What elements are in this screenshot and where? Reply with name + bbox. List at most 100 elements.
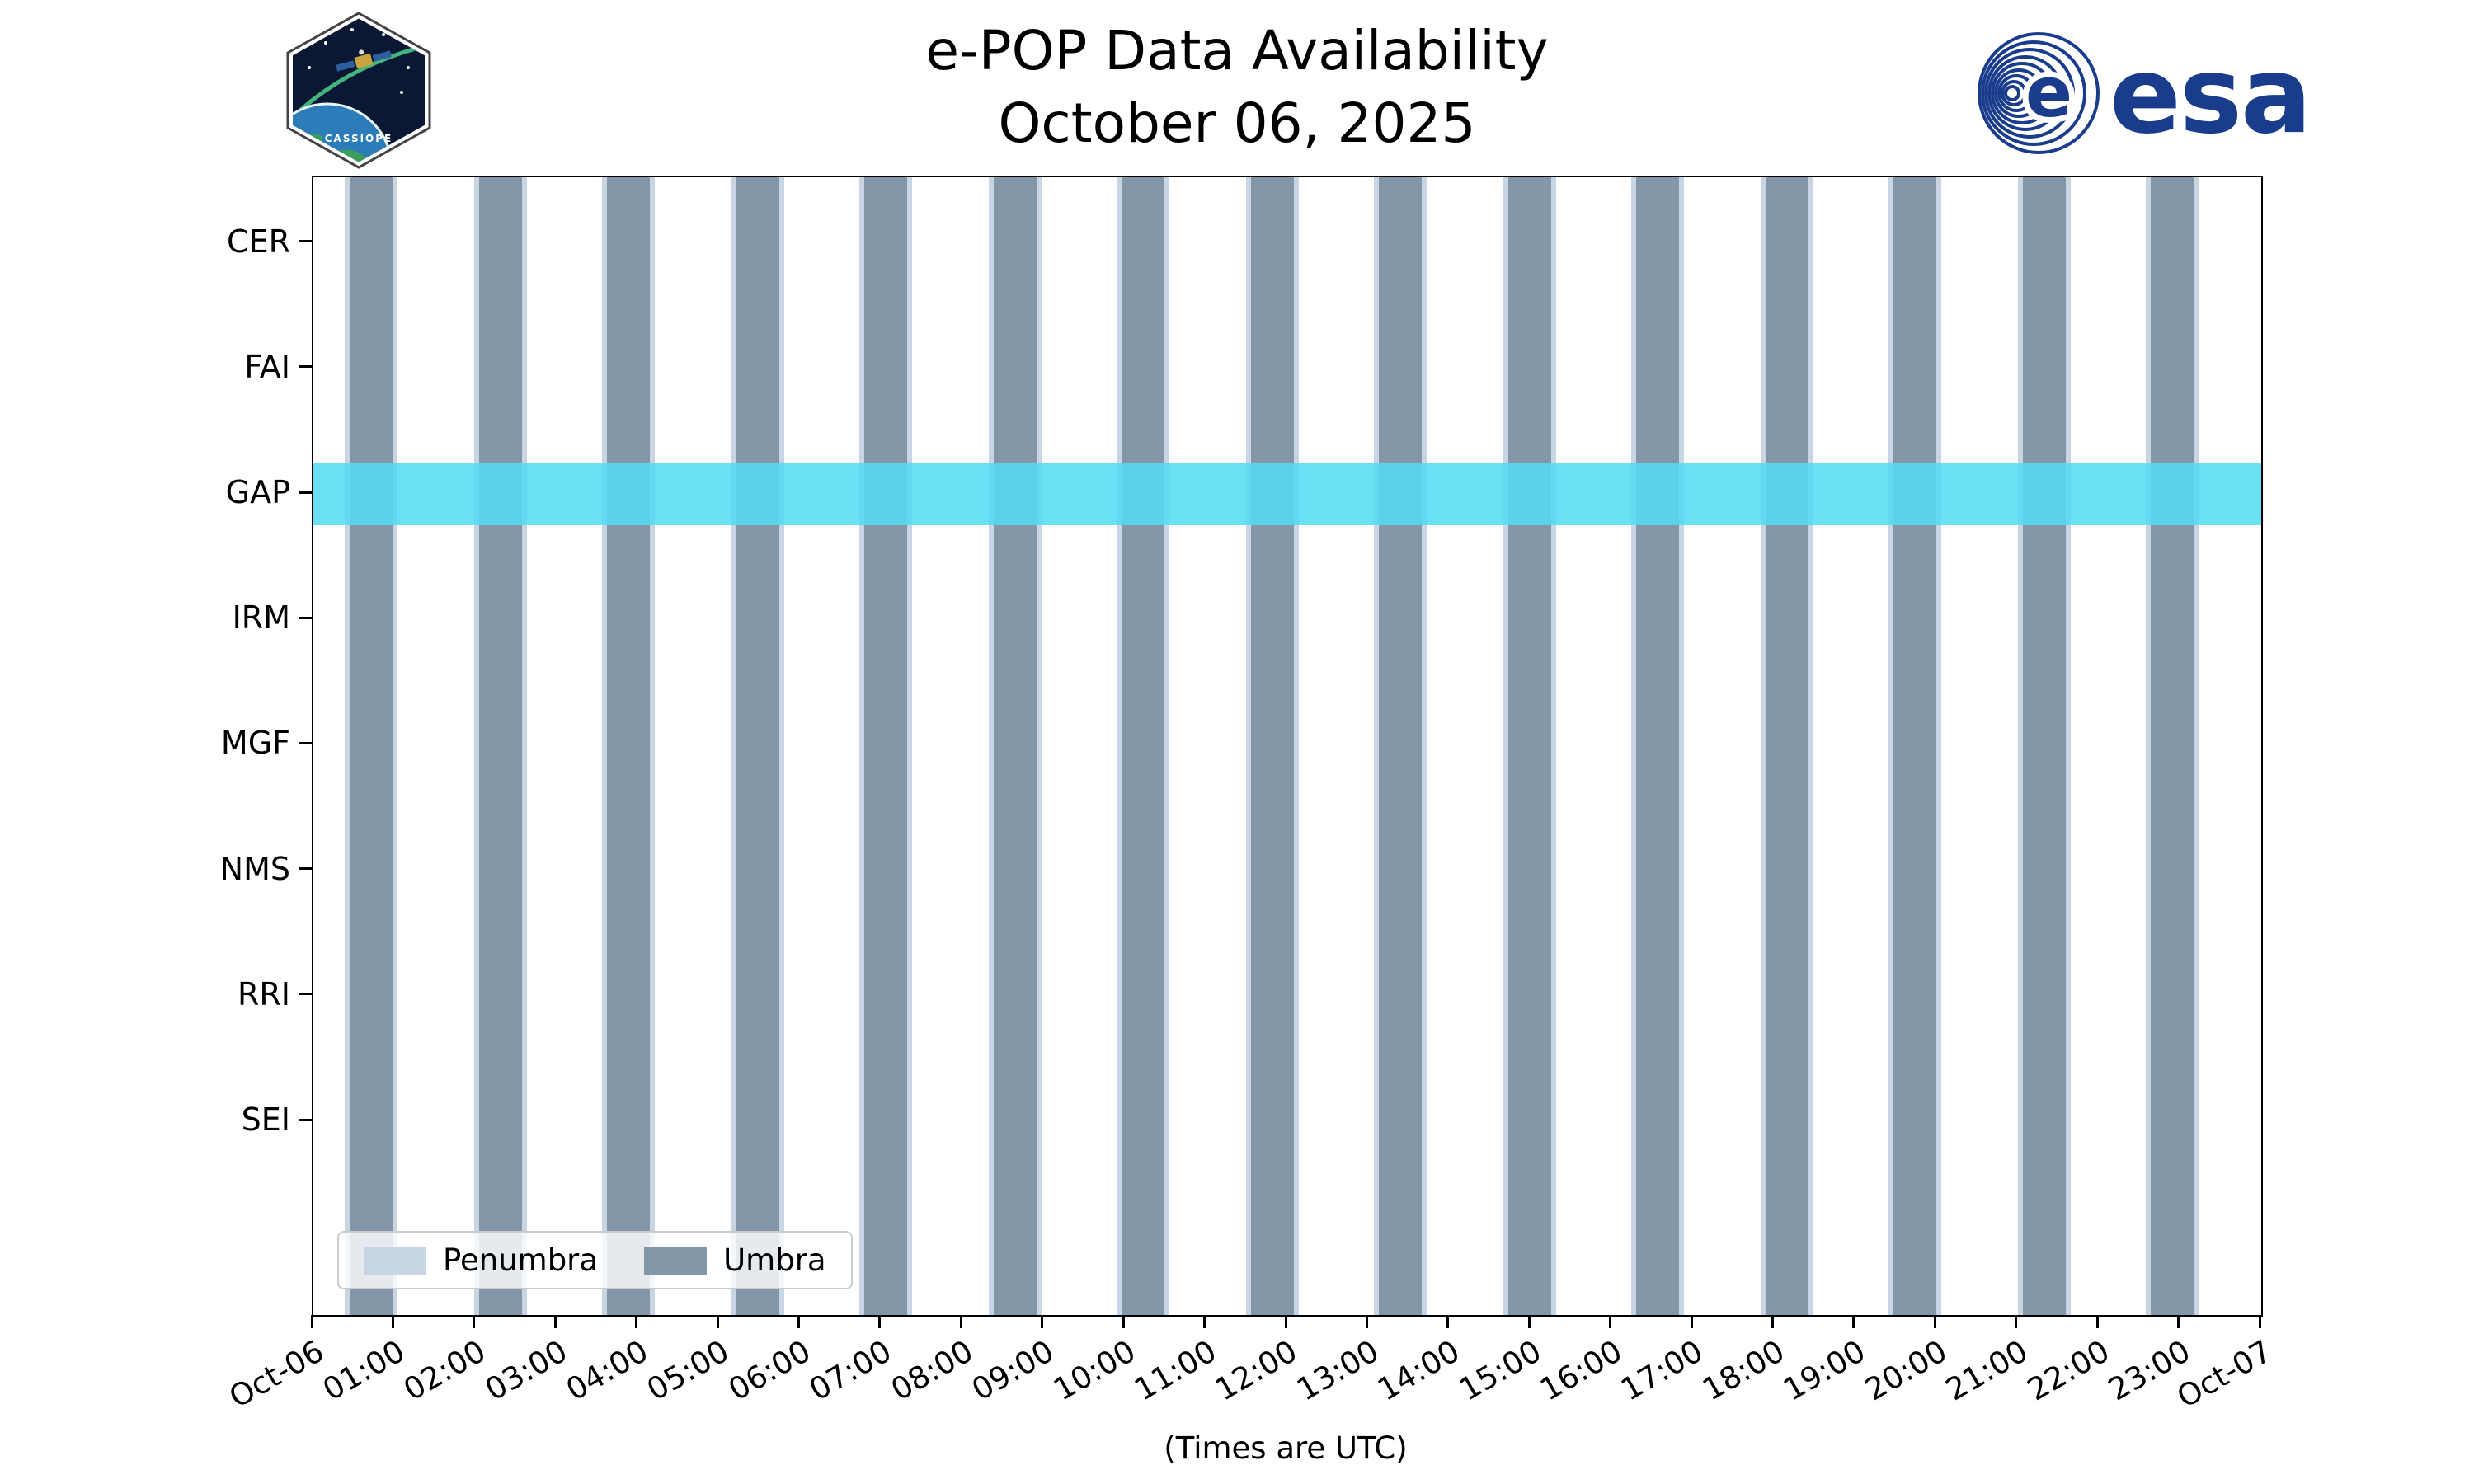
x-tick — [553, 1315, 557, 1328]
chart-title: e-POP Data Availability October 06, 2025 — [0, 15, 2474, 160]
x-tick-label: 18:00 — [1696, 1333, 1790, 1408]
umbra-bar — [736, 177, 779, 1315]
x-tick — [1284, 1315, 1287, 1328]
penumbra-bar — [907, 177, 913, 1315]
y-tick — [299, 741, 312, 744]
esa-globe-e: e — [2025, 52, 2072, 133]
umbra-bar — [607, 177, 651, 1315]
penumbra-bar — [1374, 177, 1380, 1315]
umbra-bar — [1636, 177, 1680, 1315]
cassiope-patch-label: CASSIOPE — [325, 133, 393, 144]
penumbra-bar — [1888, 177, 1894, 1315]
esa-logo: e esa — [1978, 32, 2312, 157]
x-tick — [2015, 1315, 2018, 1328]
legend-label-umbra: Umbra — [723, 1242, 826, 1278]
x-tick — [1852, 1315, 1856, 1328]
umbra-bar — [1765, 177, 1808, 1315]
x-tick — [635, 1315, 638, 1328]
penumbra-bar — [650, 177, 656, 1315]
umbra-bar — [1893, 177, 1937, 1315]
x-tick-label: 06:00 — [722, 1333, 816, 1408]
penumbra-bar — [521, 177, 527, 1315]
umbra-bar — [1507, 177, 1551, 1315]
legend-swatch-umbra — [644, 1246, 708, 1275]
x-tick — [1203, 1315, 1206, 1328]
y-tick — [299, 1118, 312, 1121]
legend-item-umbra: Umbra — [644, 1242, 826, 1278]
cassiope-mission-patch-icon: CASSIOPE — [286, 12, 431, 169]
x-tick-label: Oct-06 — [223, 1333, 330, 1416]
penumbra-bar — [778, 177, 784, 1315]
penumbra-bar — [393, 177, 398, 1315]
x-tick-label: Oct-07 — [2171, 1333, 2278, 1416]
y-tick-label-irm: IRM — [232, 599, 290, 636]
y-tick — [299, 993, 312, 996]
legend: Penumbra Umbra — [337, 1231, 853, 1289]
x-tick-label: 21:00 — [1940, 1333, 2034, 1408]
y-tick-label-rri: RRI — [237, 975, 290, 1012]
x-tick — [2177, 1315, 2180, 1328]
penumbra-bar — [1550, 177, 1556, 1315]
penumbra-bar — [1036, 177, 1042, 1315]
x-tick — [1527, 1315, 1531, 1328]
x-tick — [391, 1315, 394, 1328]
x-tick-label: 04:00 — [560, 1333, 655, 1408]
x-tick-label: 22:00 — [2020, 1333, 2115, 1408]
penumbra-bar — [1293, 177, 1299, 1315]
y-tick-label-sei: SEI — [241, 1101, 290, 1139]
x-tick-label: 02:00 — [397, 1333, 492, 1408]
penumbra-bar — [1631, 177, 1637, 1315]
umbra-bar — [2022, 177, 2066, 1315]
penumbra-bar — [1164, 177, 1170, 1315]
x-tick-label: 15:00 — [1452, 1333, 1547, 1408]
x-tick-label: 12:00 — [1209, 1333, 1304, 1408]
legend-label-penumbra: Penumbra — [443, 1242, 599, 1278]
legend-item-penumbra: Penumbra — [364, 1242, 598, 1278]
x-tick — [1609, 1315, 1612, 1328]
penumbra-bar — [1422, 177, 1427, 1315]
x-tick — [2258, 1315, 2261, 1328]
x-tick-label: 16:00 — [1534, 1333, 1629, 1408]
x-axis-label: (Times are UTC) — [1164, 1430, 1408, 1466]
y-tick-label-cer: CER — [227, 223, 290, 260]
legend-swatch-penumbra — [364, 1246, 426, 1275]
chart-title-line1: e-POP Data Availability — [925, 19, 1549, 82]
y-tick — [299, 240, 312, 243]
x-tick-label: 07:00 — [803, 1333, 898, 1408]
penumbra-bar — [2065, 177, 2071, 1315]
x-tick-label: 10:00 — [1047, 1333, 1141, 1408]
penumbra-bar — [2146, 177, 2152, 1315]
penumbra-bar — [602, 177, 608, 1315]
x-tick — [1122, 1315, 1125, 1328]
x-tick-label: 03:00 — [478, 1333, 573, 1408]
y-tick — [299, 491, 312, 494]
x-tick-label: 01:00 — [317, 1333, 411, 1408]
umbra-bar — [2151, 177, 2194, 1315]
x-tick-label: 19:00 — [1777, 1333, 1872, 1408]
penumbra-bar — [859, 177, 865, 1315]
x-tick — [716, 1315, 719, 1328]
penumbra-bar — [473, 177, 479, 1315]
x-tick — [878, 1315, 882, 1328]
x-tick — [310, 1315, 313, 1328]
y-tick — [299, 365, 312, 369]
x-tick-label: 08:00 — [884, 1333, 979, 1408]
penumbra-bar — [1760, 177, 1766, 1315]
x-tick — [1771, 1315, 1774, 1328]
esa-wordmark: esa — [2109, 35, 2310, 157]
x-tick-label: 20:00 — [1858, 1333, 1953, 1408]
x-tick-label: 13:00 — [1291, 1333, 1385, 1408]
x-tick — [2095, 1315, 2099, 1328]
y-tick — [299, 867, 312, 871]
penumbra-bar — [731, 177, 736, 1315]
y-tick — [299, 616, 312, 619]
penumbra-bar — [1117, 177, 1122, 1315]
chart-title-line2: October 06, 2025 — [998, 92, 1476, 155]
y-tick-label-gap: GAP — [225, 474, 290, 511]
penumbra-bar — [345, 177, 350, 1315]
y-tick-label-fai: FAI — [244, 348, 290, 385]
penumbra-bar — [2017, 177, 2023, 1315]
availability-band-gap — [313, 463, 2261, 525]
umbra-bar — [993, 177, 1037, 1315]
